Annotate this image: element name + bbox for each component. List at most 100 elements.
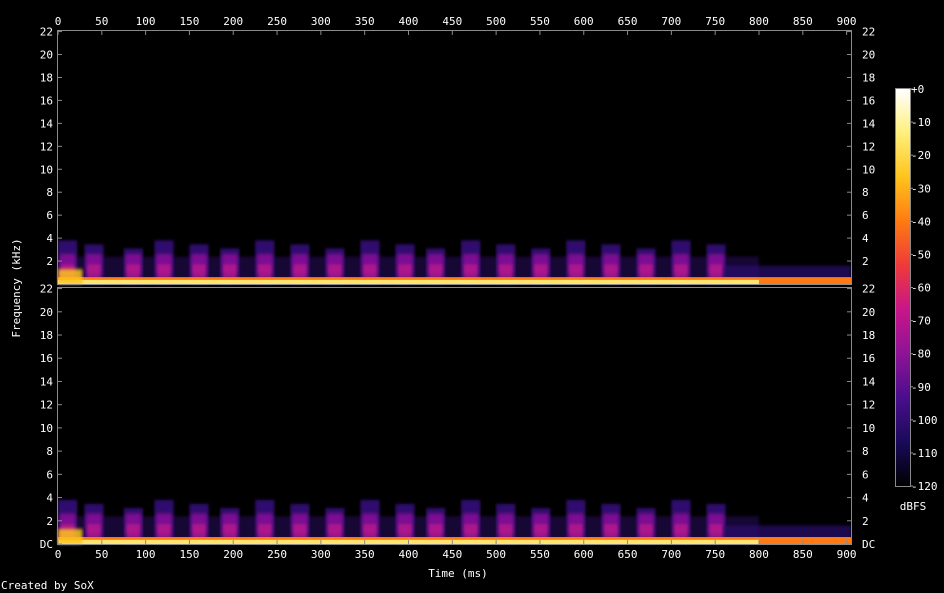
plot-frame-top xyxy=(57,30,852,285)
burst xyxy=(636,248,656,284)
burst xyxy=(325,508,345,544)
channel-2-spectrum xyxy=(58,499,851,544)
y-tick-label-left: 22 xyxy=(40,26,53,39)
burst xyxy=(154,499,174,544)
x-tick-label-top: 650 xyxy=(618,15,638,28)
y-tick-label-left: 14 xyxy=(40,375,54,388)
burst xyxy=(496,503,516,544)
x-tick-label-top: 750 xyxy=(705,15,725,28)
colorbar-tick-label: -90 xyxy=(911,381,931,394)
y-tick-label-right: 18 xyxy=(862,71,875,84)
y-tick-label-left: 2 xyxy=(46,255,53,268)
onset-flare xyxy=(58,269,83,284)
plot-area xyxy=(58,240,851,544)
y-tick-label-right: DC xyxy=(862,538,875,551)
y-tick-label-right: 12 xyxy=(862,140,875,153)
y-tick-label-left: 6 xyxy=(46,209,53,222)
y-tick-label-left: 10 xyxy=(40,422,53,435)
x-tick-label-bottom: 550 xyxy=(530,548,550,561)
x-tick-label-bottom: 200 xyxy=(223,548,243,561)
x-tick-label-bottom: 150 xyxy=(179,548,199,561)
colorbar: +0 -10 -20 -30 -40 -50 -60 -70 -80 -90 -100 -110 -12… xyxy=(895,83,938,513)
y-tick-label-left: 22 xyxy=(40,283,53,296)
x-tick-label-top: 550 xyxy=(530,15,550,28)
y-tick-label-left: 16 xyxy=(40,352,53,365)
y-tick-label-right: 14 xyxy=(862,117,876,130)
x-tick-label-top: 450 xyxy=(442,15,462,28)
burst xyxy=(325,248,345,284)
x-tick-label-top: 850 xyxy=(793,15,813,28)
x-tick-label-bottom: 400 xyxy=(399,548,419,561)
x-tick-label-bottom: 300 xyxy=(311,548,331,561)
burst xyxy=(601,503,621,544)
colorbar-tick-label: -60 xyxy=(911,282,931,295)
y-tick-label-left: 18 xyxy=(40,71,53,84)
y-tick-label-right: 22 xyxy=(862,26,875,39)
y-tick-label-left: 18 xyxy=(40,329,53,342)
x-tick-label-top: 600 xyxy=(574,15,594,28)
burst xyxy=(395,503,415,544)
y-tick-label-left: 12 xyxy=(40,399,53,412)
colorbar-tick-label: -110 xyxy=(911,447,938,460)
x-tick-label-bottom: 0 xyxy=(55,548,62,561)
x-tick-label-top: 300 xyxy=(311,15,331,28)
x-tick-label-bottom: 900 xyxy=(837,548,857,561)
y-tick-label-left: 20 xyxy=(40,306,53,319)
burst xyxy=(395,244,415,284)
burst xyxy=(290,244,310,284)
colorbar-tick-label: +0 xyxy=(911,83,924,96)
y-tick-label-left: 2 xyxy=(46,515,53,528)
burst xyxy=(671,499,691,544)
x-tick-label-top: 700 xyxy=(661,15,681,28)
y-tick-label-right: 4 xyxy=(862,492,869,505)
burst xyxy=(706,244,726,284)
burst xyxy=(189,244,209,284)
y-tick-label-right: 4 xyxy=(862,232,869,245)
x-tick-label-top: 50 xyxy=(95,15,108,28)
y-tick-label-right: 8 xyxy=(862,186,869,199)
y-tick-label-right: 20 xyxy=(862,306,875,319)
y-tick-label-left: 10 xyxy=(40,163,53,176)
y-axis-label: Frequency (kHz) xyxy=(10,238,23,337)
burst xyxy=(255,240,275,284)
colorbar-tick-label: -30 xyxy=(911,182,931,195)
y-tick-label-left: 14 xyxy=(40,117,54,130)
colorbar-tick-label: -100 xyxy=(911,414,938,427)
x-tick-label-top: 200 xyxy=(223,15,243,28)
colorbar-tick-label: -120 xyxy=(911,480,938,493)
x-tick-label-bottom: 700 xyxy=(661,548,681,561)
x-tick-label-bottom: 250 xyxy=(267,548,287,561)
x-tick-label-top: 900 xyxy=(837,15,857,28)
y-tick-label-right: 14 xyxy=(862,375,876,388)
x-tick-label-top: 100 xyxy=(136,15,156,28)
burst xyxy=(123,508,143,544)
burst xyxy=(220,248,240,284)
x-tick-label-top: 350 xyxy=(355,15,375,28)
x-axis-label: Time (ms) xyxy=(428,567,488,580)
y-tick-label-right: 18 xyxy=(862,329,875,342)
burst xyxy=(566,499,586,544)
burst xyxy=(84,244,104,284)
x-tick-label-top: 400 xyxy=(399,15,419,28)
y-tick-label-left: 8 xyxy=(46,445,53,458)
x-tick-label-bottom: 50 xyxy=(95,548,108,561)
y-tick-label-right: 12 xyxy=(862,399,875,412)
burst xyxy=(601,244,621,284)
x-tick-label-top: 250 xyxy=(267,15,287,28)
x-tick-label-bottom: 600 xyxy=(574,548,594,561)
burst xyxy=(220,508,240,544)
y-tick-label-left: 8 xyxy=(46,186,53,199)
burst xyxy=(123,248,143,284)
axes: 0 0 50 50 100 100 150 150 200 200 250 250 300 300 350 3… xyxy=(40,15,876,561)
y-tick-label-right: 10 xyxy=(862,163,875,176)
colorbar-unit-label: dBFS xyxy=(900,500,927,513)
x-tick-label-top: 500 xyxy=(486,15,506,28)
y-tick-label-right: 10 xyxy=(862,422,875,435)
burst xyxy=(189,503,209,544)
peak-band-core xyxy=(58,279,759,284)
colorbar-gradient xyxy=(896,89,910,486)
burst xyxy=(531,248,551,284)
colorbar-tick-label: -20 xyxy=(911,149,931,162)
colorbar-tick-label: -70 xyxy=(911,315,931,328)
y-tick-label-right: 20 xyxy=(862,49,875,62)
